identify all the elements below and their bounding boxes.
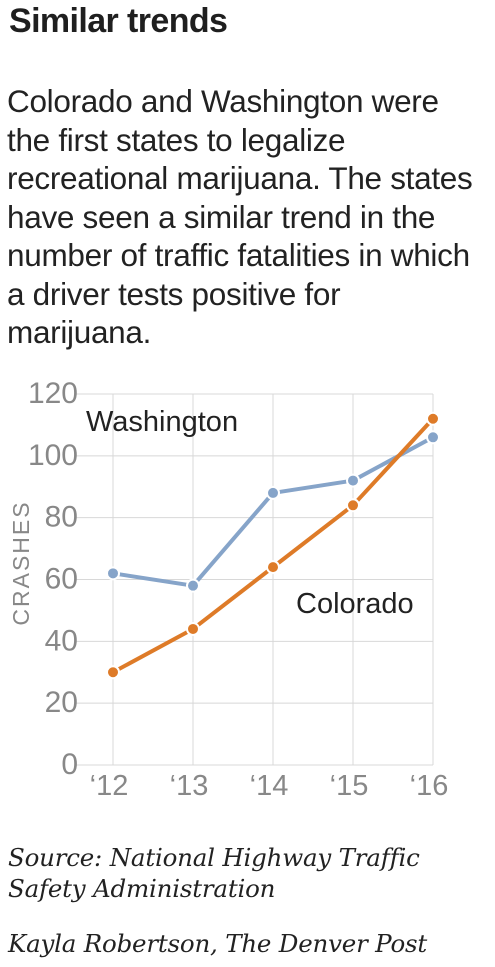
legend-label-colorado: Colorado — [296, 588, 414, 620]
data-point-washington — [186, 578, 200, 593]
y-tick-label: 60 — [45, 563, 78, 596]
chart-description: Colorado and Washington were the first s… — [7, 83, 473, 350]
legend-label-washington: Washington — [86, 406, 238, 438]
y-tick-label: 120 — [28, 377, 78, 410]
y-tick-label: 100 — [28, 439, 78, 472]
data-point-colorado — [426, 411, 440, 426]
data-point-colorado — [186, 621, 200, 636]
x-tick-label: ‘16 — [410, 770, 449, 802]
data-point-colorado — [266, 560, 280, 575]
y-tick-label: 20 — [45, 686, 78, 719]
y-tick-label: 0 — [61, 748, 78, 781]
source-note: Source: National Highway Traffic Safety … — [8, 843, 420, 903]
x-tick-label: ‘12 — [90, 770, 129, 802]
x-tick-labels: ‘12 ‘13 ‘14 ‘15 ‘16 — [90, 770, 449, 802]
data-point-washington — [266, 485, 280, 500]
chart-title: Similar trends — [9, 2, 228, 40]
series-points — [106, 411, 440, 680]
y-tick-labels: 0 20 40 60 80 100 120 — [28, 377, 78, 781]
data-point-colorado — [106, 665, 120, 680]
data-point-colorado — [346, 498, 360, 513]
credit-line: Kayla Robertson, The Denver Post — [8, 929, 428, 958]
data-point-washington — [346, 473, 360, 488]
x-tick-label: ‘15 — [330, 770, 369, 802]
data-point-washington — [426, 430, 440, 445]
x-tick-label: ‘14 — [250, 770, 289, 802]
x-tick-label: ‘13 — [170, 770, 209, 802]
y-tick-label: 80 — [45, 501, 78, 534]
data-point-washington — [106, 566, 120, 581]
y-axis-label: CRASHES — [8, 500, 34, 625]
y-tick-label: 40 — [45, 624, 78, 657]
